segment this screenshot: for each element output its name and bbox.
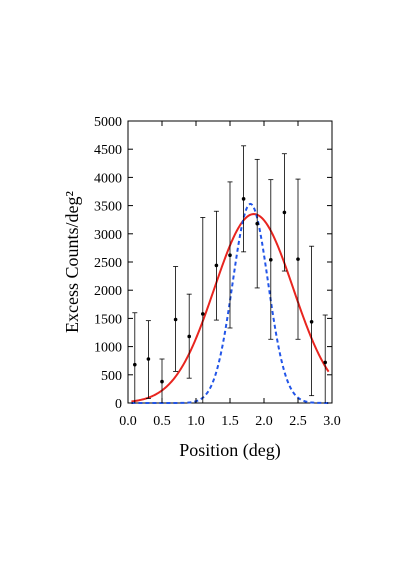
y-tick-label: 5000: [94, 115, 122, 130]
y-axis-label: Excess Counts/deg²: [62, 191, 82, 333]
y-tick-label: 2500: [94, 256, 122, 271]
data-point: [228, 253, 232, 258]
data-point: [146, 357, 151, 361]
y-tick-label: 0: [115, 397, 122, 412]
plot-area: 0.0 0.5 1.0 1.5 2.0 2.5 3.0 0 500 1000 1500 2000 25…: [94, 115, 341, 429]
data-point: [282, 210, 287, 215]
data-point: [160, 379, 164, 384]
error-bars: [132, 145, 328, 403]
x-tick-label: 1.5: [221, 414, 239, 429]
data-point: [309, 319, 314, 324]
x-tick-label: 3.0: [323, 414, 341, 429]
data-point: [214, 263, 219, 268]
data-point: [187, 334, 191, 339]
x-tick-label: 1.0: [187, 414, 205, 429]
x-axis-label: Position (deg): [179, 440, 281, 461]
y-tick-label: 2000: [94, 284, 122, 299]
y-tick-label: 3000: [94, 228, 122, 243]
x-tick-label: 0.5: [153, 414, 171, 429]
data-points: [133, 197, 328, 384]
x-tick-label: 2.5: [289, 414, 307, 429]
data-point: [201, 312, 205, 316]
y-tick-label: 3500: [94, 200, 122, 215]
y-tick-label: 1000: [94, 341, 122, 356]
data-point: [255, 221, 259, 226]
x-axis-ticks: 0.0 0.5 1.0 1.5 2.0 2.5 3.0: [119, 121, 341, 429]
y-tick-label: 4500: [94, 143, 122, 158]
x-tick-label: 0.0: [119, 414, 137, 429]
y-tick-label: 500: [101, 369, 122, 384]
data-point: [133, 362, 137, 367]
y-axis-ticks: 0 500 1000 1500 2000 2500 3000 3500 4000 4500 5000: [94, 115, 332, 412]
x-tick-label: 2.0: [255, 414, 273, 429]
y-tick-label: 1500: [94, 312, 122, 327]
data-point: [323, 360, 328, 365]
data-point: [296, 257, 300, 261]
data-point: [241, 197, 246, 201]
data-point: [269, 257, 273, 262]
data-point: [173, 317, 178, 322]
y-tick-label: 4000: [94, 171, 122, 186]
